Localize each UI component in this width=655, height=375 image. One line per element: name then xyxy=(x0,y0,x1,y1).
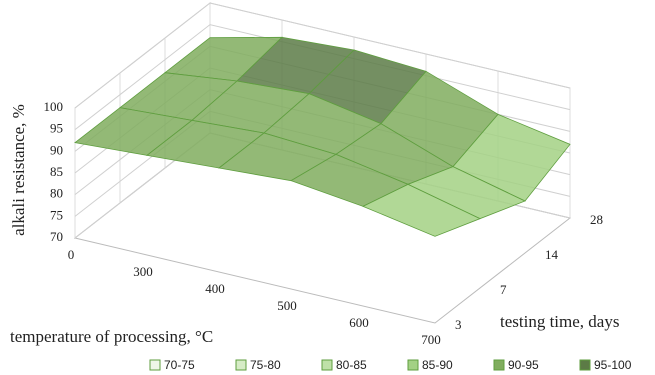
legend-swatch xyxy=(493,359,505,371)
x-tick-label: 300 xyxy=(133,264,153,279)
grid-line xyxy=(74,2,571,109)
legend-label: 85-90 xyxy=(422,358,453,372)
z-tick-label: 3 xyxy=(455,317,462,332)
legend-swatch xyxy=(149,359,161,371)
z-tick-label: 7 xyxy=(500,282,507,297)
legend-label: 80-85 xyxy=(336,358,367,372)
x-axis-title: temperature of processing, °C xyxy=(10,327,213,346)
y-tick-label: 85 xyxy=(50,164,63,179)
legend-swatch xyxy=(579,359,591,371)
x-tick-label: 600 xyxy=(349,315,369,330)
legend-swatch xyxy=(235,359,247,371)
z-tick-label: 14 xyxy=(545,247,559,262)
legend-swatch xyxy=(407,359,419,371)
legend-label: 90-95 xyxy=(508,358,539,372)
y-tick-label: 70 xyxy=(50,229,63,244)
y-tick-label: 95 xyxy=(50,121,63,136)
x-tick-label: 700 xyxy=(421,332,441,347)
z-axis-title: testing time, days xyxy=(500,312,619,331)
x-tick-label: 500 xyxy=(277,298,297,313)
y-tick-label: 100 xyxy=(44,99,64,114)
z-tick-label: 28 xyxy=(590,212,603,227)
legend-label: 95-100 xyxy=(594,358,632,372)
x-tick-label: 0 xyxy=(68,247,75,262)
y-tick-label: 80 xyxy=(50,186,63,201)
y-tick-label: 90 xyxy=(50,142,63,157)
y-axis-title: alkali resistance, % xyxy=(9,104,28,236)
legend-swatch xyxy=(321,359,333,371)
x-tick-label: 400 xyxy=(205,281,225,296)
legend-label: 75-80 xyxy=(250,358,281,372)
y-tick-label: 75 xyxy=(50,207,63,222)
legend-label: 70-75 xyxy=(164,358,195,372)
grid-line xyxy=(74,24,571,131)
surface-patch xyxy=(362,183,482,237)
